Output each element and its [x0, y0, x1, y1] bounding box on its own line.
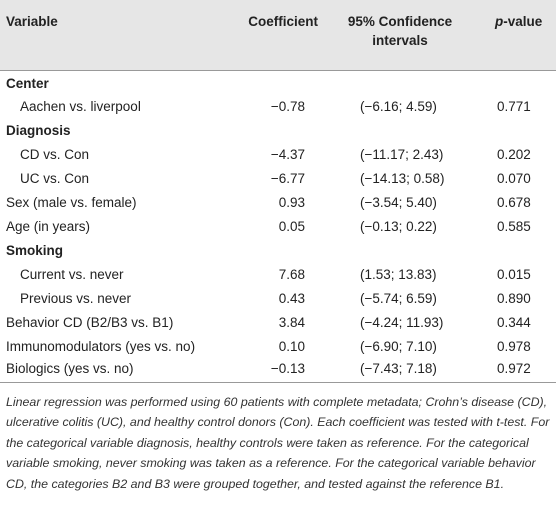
value-cell: (−7.43; 7.18) [320, 358, 480, 383]
variable-cell: CD vs. Con [20, 146, 90, 162]
value-cell: 0.972 [480, 358, 556, 383]
value-cell: (−11.17; 2.43) [360, 146, 444, 162]
footnote: Linear regression was performed using 60… [6, 394, 550, 491]
data-row: Previous vs. never 0.43 (−5.74; 6.59) 0.890 [0, 286, 556, 310]
value-cell: 0.678 [497, 194, 531, 210]
header-italic: p [495, 14, 504, 29]
header-cell: p-value [480, 0, 556, 71]
value-cell: (−6.90; 7.10) [360, 338, 437, 354]
value-cell: −0.13 [230, 358, 320, 383]
data-row: Sex (male vs. female) 0.93 (−3.54; 5.40) 0.… [0, 190, 556, 214]
data-row: Aachen vs. liverpool −0.78 (−6.16; 4.59) 0.… [0, 94, 556, 118]
value-cell: (1.53; 13.83) [360, 266, 437, 282]
variable-cell: Behavior CD (B2/B3 vs. B1) [6, 314, 174, 330]
header-cell: Coefficient [230, 0, 320, 71]
header-text: -value [503, 14, 543, 29]
value-cell: 0.978 [497, 338, 531, 354]
value-cell: 0.585 [497, 218, 531, 234]
value-cell: 0.890 [497, 290, 531, 306]
value-cell: 0.202 [497, 146, 531, 162]
section-row: Center [0, 70, 556, 94]
value-cell: 7.68 [278, 266, 305, 282]
data-row: Immunomodulators (yes vs. no) 0.10 (−6.90;… [0, 334, 556, 358]
value-cell: 0.070 [497, 170, 531, 186]
value-cell: −6.77 [270, 170, 305, 186]
variable-cell: Immunomodulators (yes vs. no) [6, 338, 196, 354]
value-cell: −0.78 [270, 98, 305, 114]
regression-table: Variable Coefficient 95% Confidence inte… [0, 0, 556, 383]
value-cell: 0.344 [497, 314, 531, 330]
data-row: Age (in years) 0.05 (−0.13; 0.22) 0.585 [0, 214, 556, 238]
variable-cell: Aachen vs. liverpool [20, 98, 141, 114]
value-cell: 0.05 [278, 218, 305, 234]
data-row: UC vs. Con −6.77 (−14.13; 0.58) 0.070 [0, 166, 556, 190]
section-row: Smoking [0, 238, 556, 262]
header-cell: 95% Confidence intervals [320, 0, 480, 71]
variable-cell: Biologics (yes vs. no) [0, 358, 230, 383]
value-cell: (−6.16; 4.59) [360, 98, 437, 114]
value-cell: (−3.54; 5.40) [360, 194, 437, 210]
variable-cell: Previous vs. never [20, 290, 132, 306]
variable-cell: Age (in years) [6, 218, 91, 234]
header-row: Variable Coefficient 95% Confidence inte… [0, 0, 556, 71]
value-cell: (−0.13; 0.22) [360, 218, 437, 234]
value-cell: 0.771 [497, 98, 531, 114]
header-cell: Variable [0, 0, 230, 71]
value-cell: −4.37 [270, 146, 305, 162]
data-row: Behavior CD (B2/B3 vs. B1) 3.84 (−4.24; 11… [0, 310, 556, 334]
section-heading: Center [6, 75, 49, 91]
variable-cell: UC vs. Con [20, 170, 90, 186]
variable-cell: Current vs. never [20, 266, 124, 282]
data-row: Biologics (yes vs. no) −0.13 (−7.43; 7.18)… [0, 358, 556, 383]
table-body: Center Aachen vs. liverpool −0.78 (−6.16; 4… [0, 70, 556, 383]
value-cell: 0.43 [278, 290, 305, 306]
value-cell: 0.015 [497, 266, 531, 282]
value-cell: 3.84 [278, 314, 305, 330]
value-cell: (−5.74; 6.59) [360, 290, 437, 306]
table-header: Variable Coefficient 95% Confidence inte… [0, 0, 556, 71]
value-cell: 0.93 [278, 194, 305, 210]
value-cell: (−14.13; 0.58) [360, 170, 445, 186]
section-row: Diagnosis [0, 118, 556, 142]
value-cell: (−4.24; 11.93) [360, 314, 444, 330]
value-cell: 0.10 [278, 338, 305, 354]
section-heading: Smoking [6, 242, 64, 258]
section-heading: Diagnosis [6, 122, 71, 138]
data-row: CD vs. Con −4.37 (−11.17; 2.43) 0.202 [0, 142, 556, 166]
data-row: Current vs. never 7.68 (1.53; 13.83) 0.015 [0, 262, 556, 286]
variable-cell: Sex (male vs. female) [6, 194, 137, 210]
